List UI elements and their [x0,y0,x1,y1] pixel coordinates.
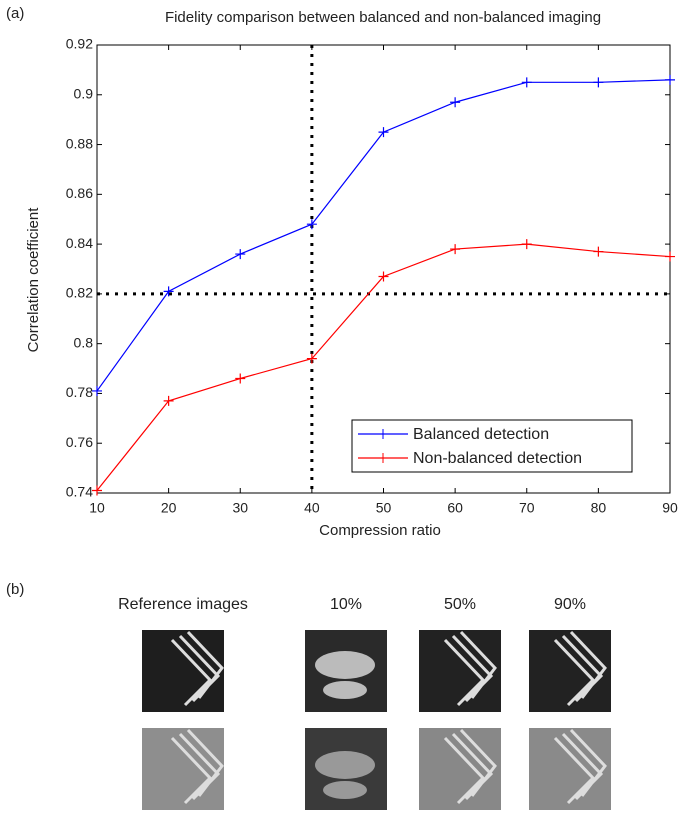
x-tick-label: 20 [161,500,177,516]
marker [521,239,532,250]
marker [450,244,461,255]
column-header: Reference images [118,596,248,613]
y-tick-label: 0.9 [74,85,94,101]
column-header: 50% [444,596,476,613]
x-tick-label: 90 [662,500,678,516]
marker [235,373,246,384]
marker [521,77,532,88]
y-tick-label: 0.88 [66,135,93,151]
y-tick-label: 0.92 [66,36,93,52]
marker [593,77,604,88]
y-tick-label: 0.78 [66,384,93,400]
legend-marker [378,429,388,439]
x-tick-label: 50 [376,500,392,516]
y-tick-label: 0.86 [66,185,93,201]
x-tick-label: 40 [304,500,320,516]
panel-label: (a) [6,5,24,22]
marker [163,286,174,297]
chart-title: Fidelity comparison between balanced and… [165,9,601,26]
marker [378,271,389,282]
marker [306,353,317,364]
x-axis-label: Compression ratio [319,522,441,539]
marker [665,251,675,262]
y-tick-label: 0.8 [74,334,94,350]
column-header: 10% [330,596,362,613]
image-thumbnails [142,630,611,810]
panel-label: (b) [6,581,24,598]
marker [163,395,174,406]
x-tick-label: 80 [591,500,607,516]
y-axis-label: Correlation coefficient [25,207,42,353]
marker [235,249,246,260]
image-blur [315,651,375,799]
marker [306,219,317,230]
x-tick-label: 70 [519,500,535,516]
y-tick-label: 0.82 [66,285,93,301]
y-tick-label: 0.84 [66,235,93,251]
x-tick-label: 30 [232,500,248,516]
x-tick-label: 60 [447,500,463,516]
x-tick-label: 10 [89,500,105,516]
legend-box [351,419,633,473]
marker [450,97,461,108]
marker [92,485,102,496]
image [142,630,224,712]
column-header: 90% [554,596,586,613]
marker [378,127,389,138]
legend-label: Non-balanced detection [413,450,582,467]
y-tick-label: 0.76 [66,434,93,450]
legend-label: Balanced detection [413,426,549,443]
legend-marker [378,453,388,463]
image [142,728,224,810]
marker [593,246,604,257]
marker [92,385,102,396]
series-line [96,79,671,392]
image-stripes [170,630,607,805]
y-tick-label: 0.74 [66,484,93,500]
marker [665,74,675,85]
